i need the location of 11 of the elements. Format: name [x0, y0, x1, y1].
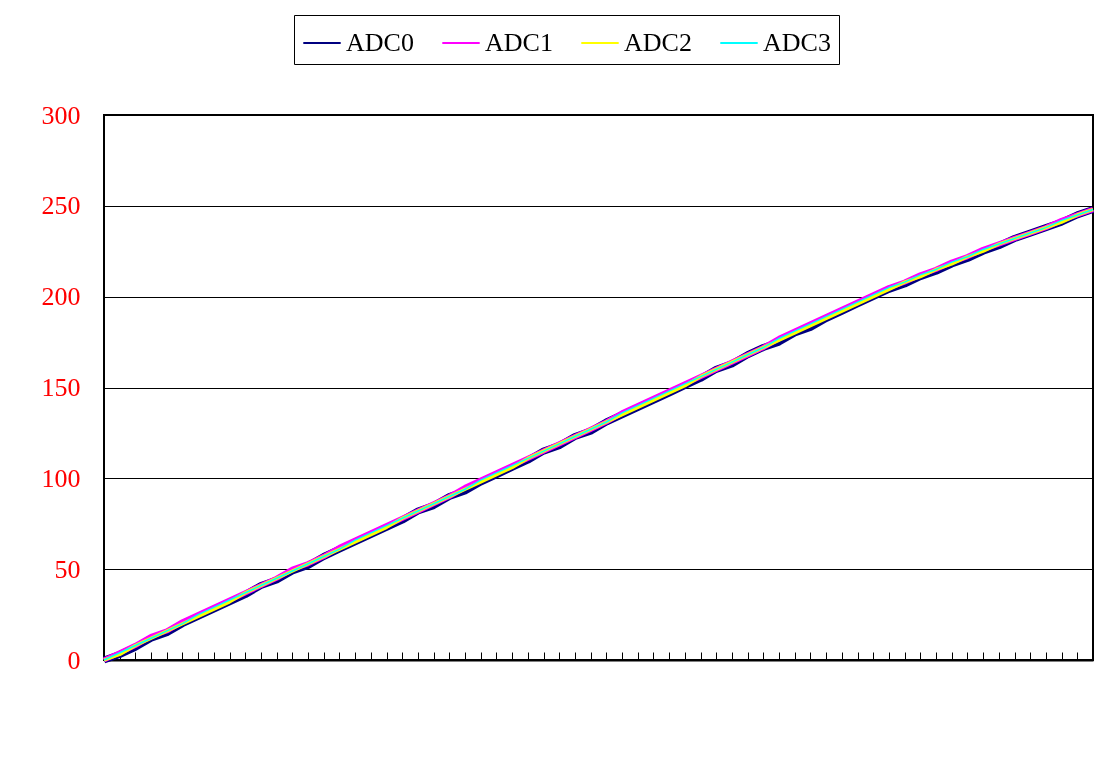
y-tick-label: 300: [41, 100, 81, 130]
legend-label: ADC0: [346, 28, 414, 57]
legend-label: ADC3: [763, 28, 831, 57]
y-tick-label: 50: [54, 554, 81, 584]
y-tick-label: 150: [41, 373, 81, 402]
y-tick-label: 100: [41, 463, 81, 493]
legend-label: ADC2: [624, 28, 692, 57]
y-tick-label: 0: [67, 645, 81, 675]
y-tick-label: 200: [41, 282, 81, 312]
y-tick-label: 250: [41, 191, 81, 221]
legend-label: ADC1: [485, 28, 553, 57]
